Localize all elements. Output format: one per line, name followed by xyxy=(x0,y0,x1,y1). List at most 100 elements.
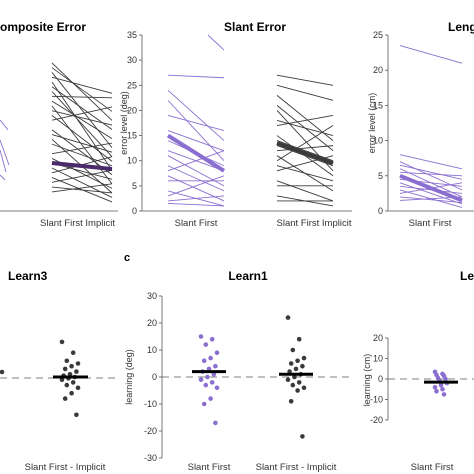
learn3-point xyxy=(59,339,65,345)
composite-subject-line xyxy=(0,174,6,181)
slant-error-ytick-label: 30 xyxy=(127,55,137,65)
length-error-subject-line xyxy=(399,196,463,204)
learn1-point xyxy=(300,363,305,369)
slant-error-subject-line xyxy=(276,180,334,202)
learn3-point xyxy=(64,382,70,388)
learn3-point xyxy=(67,372,73,377)
learn3-edge-point xyxy=(0,369,5,375)
length-error-ytick-label: 25 xyxy=(373,30,383,40)
slant-error-ytick-label: 10 xyxy=(127,156,137,166)
length-error-subject-line xyxy=(399,171,463,177)
learn1-point xyxy=(205,374,210,380)
slant-error-lines xyxy=(166,34,334,207)
slant-error-title: Slant Error xyxy=(224,20,286,34)
slant-error-subject-line xyxy=(276,120,334,137)
composite-subject-line xyxy=(51,167,113,198)
composite-subject-line xyxy=(51,76,113,94)
learn1-point xyxy=(296,380,302,385)
learn1-point xyxy=(208,396,213,401)
learn1-point xyxy=(198,377,204,383)
slant-error-subject-line xyxy=(167,74,225,79)
learn3-point xyxy=(70,380,76,385)
learn1-point xyxy=(198,334,204,339)
learn-cm-point xyxy=(441,392,447,397)
learn1-ytick-label: 20 xyxy=(147,318,157,328)
learn3-point xyxy=(69,363,74,369)
slant-error-ytick-label: 5 xyxy=(132,181,137,191)
slant-error-ylabel: error level (deg) xyxy=(119,91,129,155)
learn1-point xyxy=(211,372,217,377)
learn-cm-axes: 20 10 0 -10 -20 xyxy=(370,333,474,425)
learn3-panel: Learn3 Slant First - Implicit xyxy=(0,269,118,473)
learn-cm-point xyxy=(443,376,448,382)
learn1-ylabel: learning (deg) xyxy=(124,349,134,405)
length-error-ytick-label: 10 xyxy=(373,136,383,146)
learn1-point xyxy=(201,358,207,364)
slant-error-mean-line xyxy=(166,133,226,173)
slant-error-subject-line xyxy=(167,89,225,141)
learn1-point xyxy=(292,374,297,380)
learn1-point xyxy=(201,401,207,407)
learn-cm-ytick-label: 10 xyxy=(373,354,383,364)
slant-error-subject-line xyxy=(276,145,334,167)
length-error-ylabel: error level (cm) xyxy=(367,93,377,154)
composite-subject-line xyxy=(0,149,7,173)
composite-subject-line xyxy=(51,115,113,162)
learn-cm-panel: Le learning (cm) 20 10 0 -10 -20 Slant First xyxy=(362,269,474,473)
slant-error-subject-line xyxy=(167,155,225,187)
slant-error-subject-line xyxy=(276,74,334,86)
composite-subject-line xyxy=(51,183,113,193)
length-error-subject-line xyxy=(399,154,463,170)
length-error-ytick-label: 0 xyxy=(378,206,383,216)
learn1-point xyxy=(209,336,215,342)
slant-error-subject-line xyxy=(167,175,225,197)
slant-error-subject-line xyxy=(276,145,334,152)
learn1-point xyxy=(203,382,209,388)
composite-subject-line xyxy=(51,134,113,153)
learn-cm-ylabel: learning (cm) xyxy=(362,354,372,407)
composite-subject-line xyxy=(51,81,113,171)
length-error-ytick-label: 15 xyxy=(373,100,383,110)
slant-error-subject-line xyxy=(167,165,225,192)
slant-error-subject-line xyxy=(167,150,225,172)
learn1-point xyxy=(209,380,215,385)
learn1-panel: c Learn1 learning (deg) 30 20 10 0 -10 -20 -30… xyxy=(124,252,350,473)
composite-subject-line xyxy=(51,91,113,157)
composite-subject-line xyxy=(51,95,113,99)
learn1-point xyxy=(301,385,307,391)
learn1-point xyxy=(296,336,302,342)
learn1-points xyxy=(192,315,313,439)
learn1-axes: 30 20 10 0 -10 -20 -30 xyxy=(144,291,350,463)
length-error-axes: 0 5 10 15 20 25 xyxy=(373,30,474,216)
slant-error-subject-line xyxy=(167,203,225,207)
learn3-points xyxy=(53,339,88,418)
learn1-point xyxy=(288,399,294,404)
length-error-subject-line xyxy=(399,182,463,205)
slant-error-subject-line xyxy=(276,155,334,172)
slant-error-subject-line xyxy=(167,195,225,202)
composite-subject-line xyxy=(51,72,113,148)
slant-error-ytick-label: 25 xyxy=(127,80,137,90)
slant-error-ytick-label: 15 xyxy=(127,131,137,141)
slant-error-subject-line xyxy=(167,100,225,162)
composite-lines xyxy=(0,62,113,203)
learn3-point xyxy=(74,412,79,418)
learn3-point xyxy=(69,390,74,396)
learn1-xlabel-1: Slant First xyxy=(188,462,231,473)
composite-xlabel: Slant First Implicit xyxy=(40,218,115,229)
learn3-title: Learn3 xyxy=(8,269,48,283)
length-error-subject-line xyxy=(399,164,463,180)
learn3-point xyxy=(59,377,65,383)
learn3-point xyxy=(75,385,81,391)
learn-cm-point xyxy=(432,384,438,390)
slant-error-subject-line xyxy=(167,175,225,202)
slant-error-ytick-label: 35 xyxy=(127,30,137,40)
learn1-point xyxy=(295,358,300,364)
learn1-point xyxy=(293,366,299,372)
learn-cm-ytick-label: 0 xyxy=(378,374,383,384)
learn1-point xyxy=(203,342,209,347)
learn1-point xyxy=(290,382,296,388)
length-error-lines xyxy=(399,45,463,208)
learn-cm-ytick-label: -10 xyxy=(370,395,383,405)
slant-error-subject-line xyxy=(276,84,334,101)
